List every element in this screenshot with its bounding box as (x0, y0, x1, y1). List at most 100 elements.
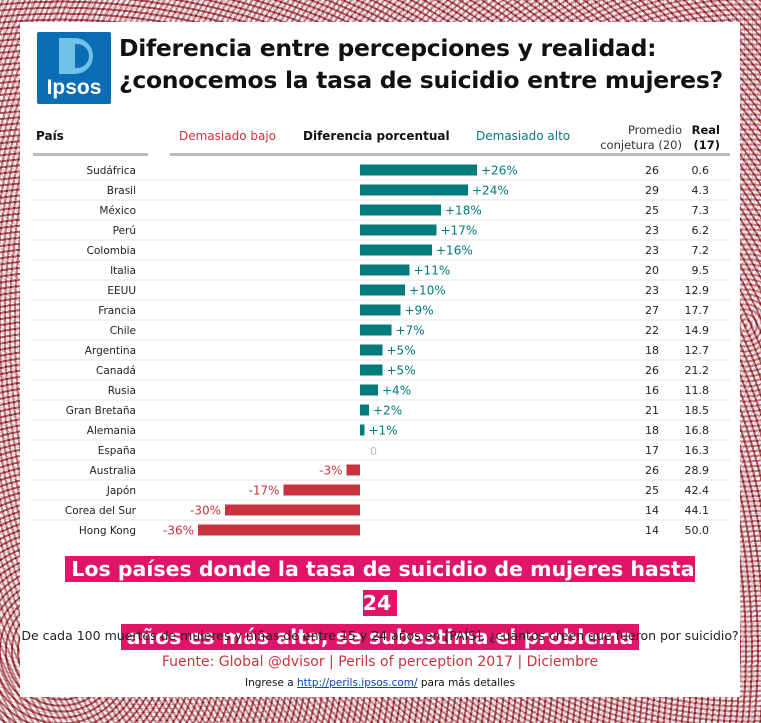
real-value: 12.9 (685, 284, 710, 297)
data-label: +9% (405, 304, 434, 318)
header-guess-2: conjetura (20) (600, 138, 682, 152)
header-underline-chart (170, 153, 730, 156)
chart-row: Alemania +1% 18 16.8 (33, 419, 730, 438)
data-label: -30% (190, 504, 221, 518)
country-label: Argentina (85, 345, 136, 357)
real-value: 44.1 (685, 504, 710, 517)
data-label: +10% (409, 284, 446, 298)
chart-row: Corea del Sur -30% 14 44.1 (33, 499, 730, 518)
chart-row: Japón -17% 25 42.4 (33, 479, 730, 498)
bar-negative (283, 484, 360, 496)
ipsos-logo: Ipsos (37, 32, 111, 104)
more-info: Ingrese a http://perils.ipsos.com/ para … (20, 677, 740, 689)
real-value: 17.7 (685, 304, 710, 317)
guess-value: 18 (645, 424, 659, 437)
real-value: 42.4 (685, 484, 710, 497)
real-value: 21.2 (685, 364, 710, 377)
real-value: 0.6 (692, 164, 710, 177)
data-label: -3% (319, 464, 342, 478)
bar-negative (198, 524, 360, 536)
guess-value: 23 (645, 224, 659, 237)
country-label: Australia (90, 465, 136, 477)
country-label: EEUU (107, 285, 136, 297)
logo-text: Ipsos (46, 76, 102, 99)
guess-value: 20 (645, 264, 659, 277)
chart-row: Gran Bretaña +2% 21 18.5 (33, 399, 730, 418)
country-label: Corea del Sur (65, 505, 137, 517)
guess-value: 22 (645, 324, 659, 337)
header-underline-country (33, 153, 148, 156)
infographic-card: Ipsos Diferencia entre percepciones y re… (20, 22, 740, 697)
country-label: Rusia (108, 385, 136, 397)
headline-line-2: años es más alta, se subestima el proble… (120, 624, 640, 650)
real-value: 12.7 (685, 344, 710, 357)
guess-value: 29 (645, 184, 659, 197)
title-line-1: Diferencia entre percepciones y realidad… (119, 34, 657, 62)
chart-row: Italia +11% 20 9.5 (33, 259, 730, 278)
real-value: 16.3 (685, 444, 710, 457)
country-label: México (99, 205, 136, 217)
chart-row: Perú +17% 23 6.2 (33, 219, 730, 238)
bar-positive (360, 264, 410, 276)
page-title: Diferencia entre percepciones y realidad… (119, 32, 734, 96)
data-label: +1% (369, 424, 398, 438)
country-label: Brasil (107, 185, 136, 197)
real-value: 50.0 (685, 524, 710, 537)
country-label: España (98, 445, 136, 457)
data-label: +4% (382, 384, 411, 398)
guess-value: 25 (645, 484, 659, 497)
bar-chart: País Demasiado bajo Diferencia porcentual D… (33, 123, 730, 538)
header-country: País (36, 129, 64, 143)
real-value: 9.5 (692, 264, 710, 277)
data-label: +5% (387, 344, 416, 358)
country-label: Canadá (96, 365, 136, 377)
data-label: +18% (445, 204, 482, 218)
data-label: +24% (472, 184, 509, 198)
data-label: +5% (387, 364, 416, 378)
data-label: +26% (481, 164, 518, 178)
data-label: +2% (373, 404, 402, 418)
real-value: 16.8 (685, 424, 710, 437)
real-value: 14.9 (685, 324, 710, 337)
chart-row: Chile +7% 22 14.9 (33, 319, 730, 338)
bar-negative (225, 504, 360, 516)
country-label: Gran Bretaña (66, 405, 136, 417)
more-prefix: Ingrese a (245, 677, 294, 689)
real-value: 7.2 (692, 244, 710, 257)
real-value: 7.3 (692, 204, 710, 217)
bar-positive (360, 344, 383, 356)
perils-link[interactable]: http://perils.ipsos.com/ (297, 677, 418, 689)
country-label: Japón (106, 485, 136, 497)
country-label: Alemania (87, 425, 136, 437)
more-suffix: para más detalles (420, 677, 515, 689)
country-label: Chile (110, 325, 136, 337)
data-label: +16% (436, 244, 473, 258)
chart-row: Rusia +4% 16 11.8 (33, 379, 730, 398)
country-label: Perú (113, 225, 136, 237)
bar-negative (346, 464, 360, 476)
guess-value: 16 (645, 384, 659, 397)
country-label: Francia (98, 305, 136, 317)
chart-rows: Sudáfrica +26% 26 0.6 Brasil +24% 29 4.3 México +… (33, 164, 730, 538)
data-label: +7% (396, 324, 425, 338)
country-label: Hong Kong (79, 525, 136, 537)
chart-row: EEUU +10% 23 12.9 (33, 279, 730, 298)
guess-value: 23 (645, 284, 659, 297)
title-line-2: ¿conocemos la tasa de suicidio entre muj… (119, 66, 723, 94)
chart-row: Francia +9% 27 17.7 (33, 299, 730, 318)
chart-row: Canadá +5% 26 21.2 (33, 359, 730, 378)
headline: Los países donde la tasa de suicidio de … (60, 552, 700, 654)
chart-row: Argentina +5% 18 12.7 (33, 339, 730, 358)
country-label: Colombia (87, 245, 136, 257)
bar-positive (360, 384, 378, 396)
bar-positive (360, 244, 432, 256)
bar-positive (360, 284, 405, 296)
header-real-1: Real (692, 123, 720, 137)
chart-row: México +18% 25 7.3 (33, 199, 730, 218)
bar-positive (360, 404, 369, 416)
bar-positive (360, 204, 441, 216)
guess-value: 27 (645, 304, 659, 317)
logo-shape-inner (75, 44, 89, 68)
bar-positive (360, 224, 437, 236)
guess-value: 14 (645, 524, 659, 537)
